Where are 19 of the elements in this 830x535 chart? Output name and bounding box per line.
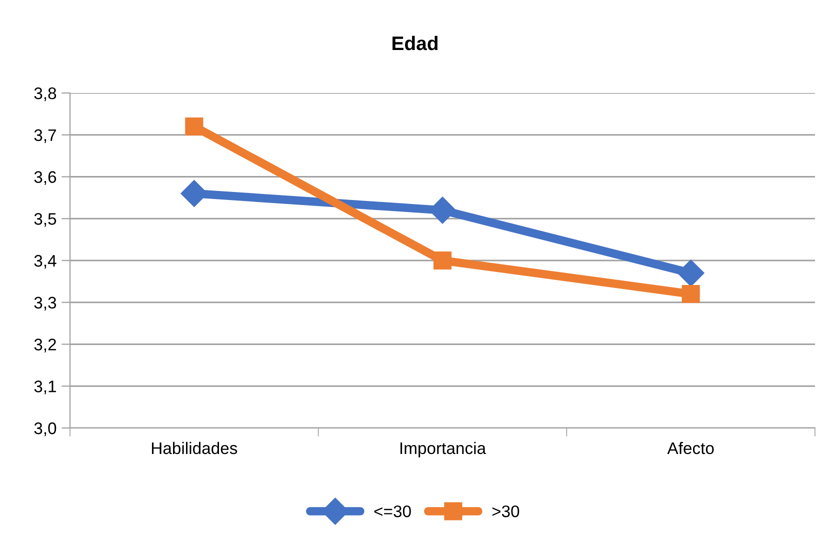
y-tick-label: 3,5	[34, 213, 56, 227]
point	[433, 251, 452, 270]
legend-label: >30	[492, 505, 520, 518]
y-tick-label: 3,0	[34, 422, 56, 436]
x-tick-label: Importancia	[400, 442, 486, 458]
point	[682, 284, 700, 304]
chart-title: Edad	[392, 36, 438, 50]
y-tick-label: 3,7	[34, 129, 56, 144]
y-tick-label: 3,8	[34, 87, 56, 102]
x-tick-label: Afecto	[667, 442, 714, 454]
point	[185, 117, 204, 136]
legend-label: <=30	[374, 505, 411, 518]
y-tick-label: 3,3	[34, 296, 56, 311]
y-tick-label: 3,2	[34, 338, 56, 352]
y-tick-label: 3,4	[34, 254, 56, 269]
point	[677, 260, 704, 287]
y-tick-label: 3,6	[34, 171, 56, 185]
x-tick-label: Habilidades	[152, 442, 238, 454]
y-tick-label: 3,1	[34, 380, 56, 394]
